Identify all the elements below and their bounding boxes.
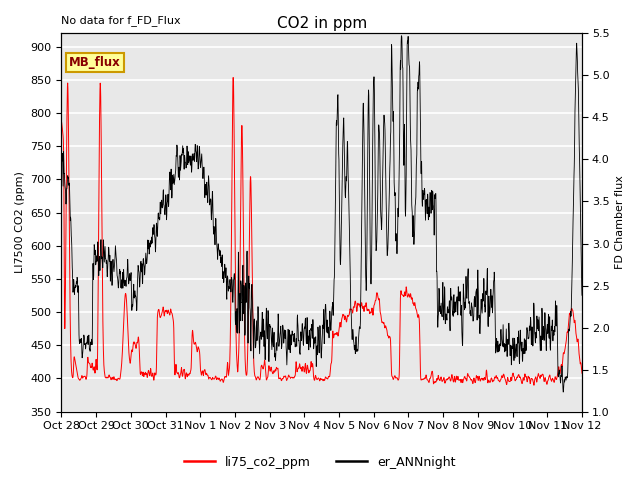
- Legend: li75_co2_ppm, er_ANNnight: li75_co2_ppm, er_ANNnight: [179, 451, 461, 474]
- Y-axis label: FD Chamber flux: FD Chamber flux: [615, 176, 625, 269]
- Text: MB_flux: MB_flux: [69, 56, 121, 69]
- Text: No data for f_FD_Flux: No data for f_FD_Flux: [61, 15, 181, 26]
- Y-axis label: LI7500 CO2 (ppm): LI7500 CO2 (ppm): [15, 171, 25, 274]
- Title: CO2 in ppm: CO2 in ppm: [276, 16, 367, 31]
